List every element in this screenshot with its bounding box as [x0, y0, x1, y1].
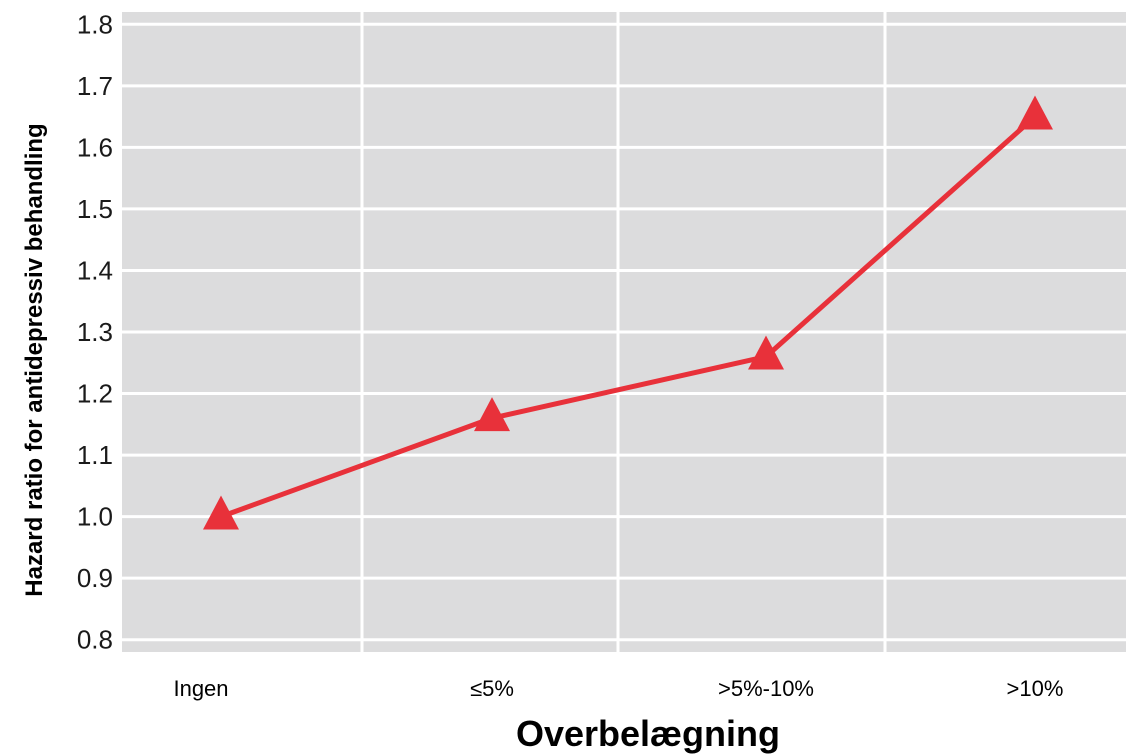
- y-tick-label: 0.8: [77, 625, 113, 655]
- data-point-marker: [474, 397, 510, 432]
- y-tick-label: 1.6: [77, 132, 113, 162]
- y-tick-label: 1.0: [77, 502, 113, 532]
- x-tick-label: >5%-10%: [718, 676, 814, 701]
- x-tick-label: >10%: [1007, 676, 1064, 701]
- y-axis-title: Hazard ratio for antidepressiv behandlin…: [21, 123, 48, 596]
- y-tick-label: 1.1: [77, 440, 113, 470]
- x-tick-label: ≤5%: [470, 676, 514, 701]
- y-tick-label: 1.4: [77, 255, 113, 285]
- x-tick-label: Ingen: [173, 676, 228, 701]
- x-axis-title: Overbelægning: [516, 713, 780, 754]
- data-point-marker: [1017, 95, 1053, 130]
- gridlines: [122, 12, 1126, 652]
- y-tick-label: 1.2: [77, 379, 113, 409]
- y-axis-ticks: 0.8 0.9 1.0 1.1 1.2 1.3 1.4 1.5 1.6 1.7 1.8: [77, 9, 113, 654]
- y-tick-label: 1.3: [77, 317, 113, 347]
- x-axis-ticks: Ingen ≤5% >5%-10% >10%: [173, 676, 1063, 701]
- y-tick-label: 1.8: [77, 9, 113, 39]
- data-point-marker: [748, 335, 784, 370]
- series: [203, 95, 1053, 530]
- data-point-marker: [203, 495, 239, 530]
- y-tick-label: 1.5: [77, 194, 113, 224]
- series-line: [220, 114, 1037, 519]
- y-tick-label: 1.7: [77, 71, 113, 101]
- y-tick-label: 0.9: [77, 563, 113, 593]
